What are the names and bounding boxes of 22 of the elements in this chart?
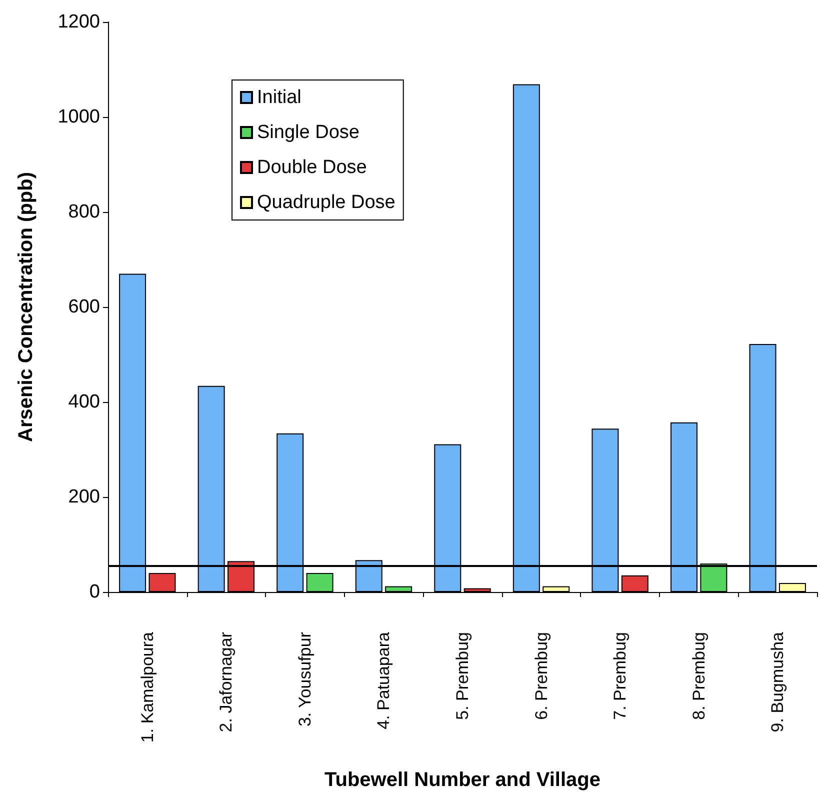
x-tick-label: 6. Prembug	[532, 632, 551, 720]
y-tick-label: 1200	[58, 12, 100, 32]
x-tick-label: 3. Yousufpur	[295, 632, 314, 727]
y-tick-label: 400	[68, 392, 100, 412]
x-tick-label: 7. Prembug	[610, 632, 630, 720]
x-tick-label: 9. Bugmusha	[768, 631, 788, 732]
x-tick-label: 5. Prembug	[453, 632, 472, 720]
y-tick-label: 600	[68, 296, 100, 318]
y-tick-label: 800	[68, 202, 100, 222]
x-axis-title: Tubewell Number and Village	[324, 769, 600, 791]
x-tick-label: 1. Kamalpoura	[138, 631, 157, 743]
legend-label: Initial	[257, 87, 302, 108]
legend-label: Quadruple Dose	[257, 192, 396, 213]
y-tick-label: 0	[89, 582, 100, 602]
x-tick-label: 2. Jafornagar	[216, 632, 236, 732]
y-axis-title: Arsenic Concentration (ppb)	[15, 172, 37, 442]
x-tick-label: 8. Prembug	[689, 632, 708, 720]
y-tick-label: 200	[68, 486, 100, 508]
x-tick-label: 4. Patuapara	[374, 631, 394, 730]
y-tick-label: 1000	[58, 106, 100, 128]
legend-label: Double Dose	[257, 157, 367, 178]
legend-label: Single Dose	[257, 122, 360, 143]
